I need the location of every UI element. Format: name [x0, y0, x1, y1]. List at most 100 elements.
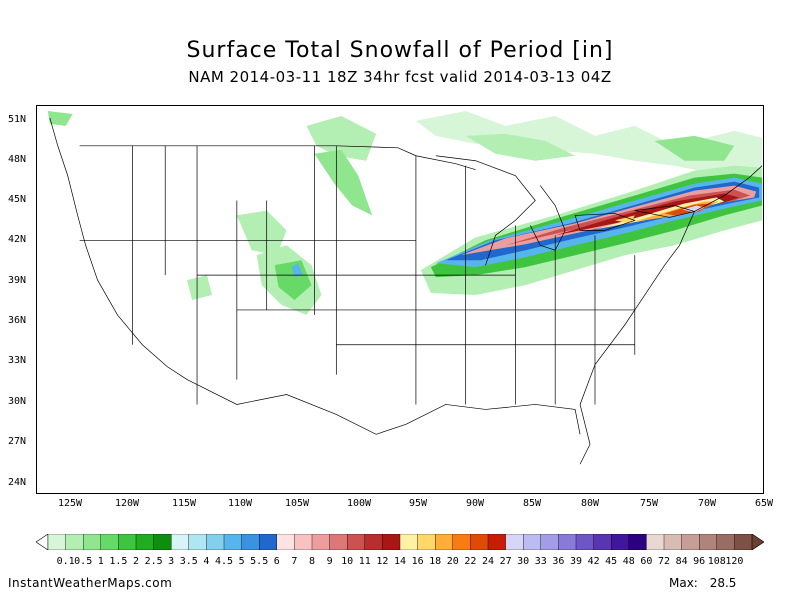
legend-swatch [118, 534, 137, 550]
legend-swatch [135, 534, 155, 550]
lon-label: 110W [227, 498, 253, 509]
legend-label: 18 [429, 556, 442, 567]
state-borders [49, 117, 763, 465]
legend-swatch [170, 534, 190, 550]
legend-swatch [65, 534, 84, 550]
lat-label: 36N [8, 315, 27, 326]
legend-swatch [734, 534, 753, 550]
legend-arrow-low [36, 534, 49, 550]
legend-label: 36 [552, 556, 565, 567]
legend-swatch [505, 534, 524, 550]
lon-label: 95W [408, 498, 428, 509]
legend-swatch [83, 534, 102, 550]
legend-label: 4 [203, 556, 210, 567]
lon-label: 70W [697, 498, 717, 509]
legend-swatch [452, 534, 471, 550]
legend-swatch [611, 534, 630, 550]
lat-label: 39N [8, 275, 27, 286]
max-label: Max: [669, 576, 698, 590]
legend-label: 10 [341, 556, 354, 567]
lat-label: 48N [8, 154, 27, 165]
snowfall-legend [36, 534, 764, 550]
lon-label: 115W [171, 498, 197, 509]
legend-arrow-high [751, 534, 764, 550]
legend-swatch [470, 534, 489, 550]
legend-swatch [487, 534, 507, 550]
legend-label: 96 [693, 556, 706, 567]
snowfall-shading [47, 110, 763, 315]
legend-swatch [188, 534, 207, 550]
legend-label: 22 [464, 556, 477, 567]
legend-label: 12 [376, 556, 389, 567]
legend-label: 2.5 [144, 556, 163, 567]
legend-swatch [100, 534, 119, 550]
legend-label: 3 [168, 556, 175, 567]
legend-swatch [646, 534, 665, 550]
max-value: 28.5 [709, 576, 737, 590]
legend-label: 3.5 [179, 556, 198, 567]
legend-label: 9 [326, 556, 333, 567]
legend-label: 27 [499, 556, 512, 567]
site-credit: InstantWeatherMaps.com [8, 576, 173, 590]
lon-label: 105W [284, 498, 310, 509]
legend-swatch [417, 534, 436, 550]
lon-label: 100W [346, 498, 372, 509]
legend-label: 2 [132, 556, 140, 567]
lon-label: 125W [57, 498, 83, 509]
legend-label: 16 [411, 556, 424, 567]
legend-swatch [699, 534, 718, 550]
map-subtitle: NAM 2014-03-11 18Z 34hr fcst valid 2014-… [188, 68, 612, 86]
lon-label: 75W [639, 498, 659, 509]
lon-label: 85W [522, 498, 542, 509]
legend-swatch [329, 534, 348, 550]
legend-label: 1 [97, 556, 104, 567]
legend-label: 11 [358, 556, 371, 567]
legend-label: 30 [517, 556, 530, 567]
legend-label: 14 [393, 556, 407, 567]
legend-label: 0.1 [56, 556, 75, 567]
lat-label: 24N [8, 477, 27, 488]
lon-label: 90W [465, 498, 485, 509]
legend-swatch [258, 534, 278, 550]
legend-swatch [276, 534, 295, 550]
legend-label: 72 [657, 556, 671, 567]
legend-swatch [294, 534, 313, 550]
legend-label: 24 [481, 556, 495, 567]
map-title: Surface Total Snowfall of Period [in] [186, 38, 614, 63]
legend-swatch [593, 534, 612, 550]
legend-label: 7 [291, 556, 298, 567]
legend-swatch [47, 534, 67, 550]
legend-swatch [523, 534, 542, 550]
legend-label: 6 [273, 556, 280, 567]
legend-label: 4.5 [214, 556, 234, 567]
legend-swatch [681, 534, 700, 550]
legend-swatch [153, 534, 172, 550]
lon-label: 120W [114, 498, 140, 509]
lat-label: 30N [8, 396, 27, 407]
legend-label: 8 [308, 556, 316, 567]
legend-label: 84 [675, 556, 688, 567]
legend-swatch [223, 534, 243, 550]
lon-label: 65W [754, 498, 774, 509]
legend-label: 108 [707, 556, 726, 567]
snowfall-map [36, 105, 764, 494]
legend-swatch [241, 534, 260, 550]
lat-label: 42N [8, 234, 27, 245]
legend-label: 39 [569, 556, 583, 567]
legend-swatch [663, 534, 683, 550]
legend-label: 0.5 [74, 556, 93, 567]
lon-label: 80W [580, 498, 600, 509]
lat-label: 45N [8, 194, 27, 205]
legend-swatch [382, 534, 401, 550]
legend-label: 48 [622, 556, 635, 567]
legend-swatch [206, 534, 225, 550]
legend-swatch [628, 534, 647, 550]
legend-swatch [558, 534, 577, 550]
legend-label: 60 [640, 556, 653, 567]
legend-label: 45 [605, 556, 618, 567]
legend-label: 5 [238, 556, 245, 567]
max-readout: Max: 28.5 [669, 576, 736, 590]
legend-swatch [716, 534, 735, 550]
legend-swatch [435, 534, 454, 550]
legend-label: 33 [534, 556, 547, 567]
